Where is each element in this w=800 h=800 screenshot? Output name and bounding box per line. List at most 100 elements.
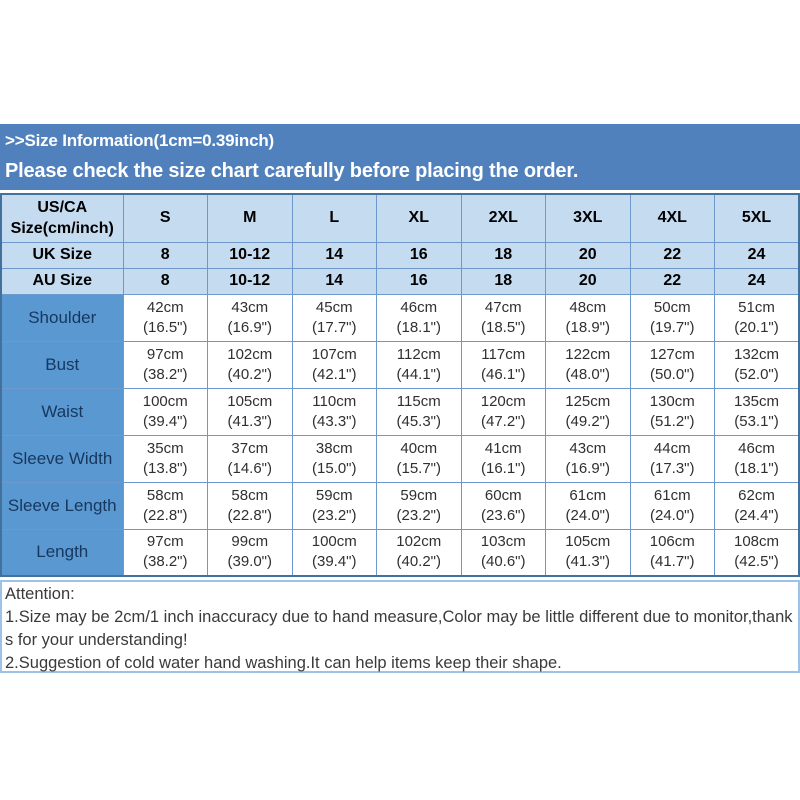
value-inch: (15.0") xyxy=(311,459,357,477)
measurement-value-cell: 132cm (52.0") xyxy=(714,340,800,389)
size-column-header: S xyxy=(122,193,208,243)
measurement-value-cell: 46cm (18.1") xyxy=(714,434,800,483)
region-size-cell: 16 xyxy=(376,241,462,269)
size-header-row: US/CA Size(cm/inch) S M L XL 2XL 3XL 4XL 5XL xyxy=(0,193,800,243)
measurement-value-cell: 99cm (39.0") xyxy=(207,528,293,577)
measurement-label-cell: Waist xyxy=(0,387,124,436)
measurement-value-cell: 35cm (13.8") xyxy=(122,434,208,483)
value-cm: 115cm xyxy=(396,392,441,410)
value-inch: (46.1") xyxy=(480,365,526,383)
measurement-value-cell: 59cm (23.2") xyxy=(376,481,462,530)
value-cm: 130cm xyxy=(649,392,695,410)
measurement-value-cell: 43cm (16.9") xyxy=(545,434,631,483)
measurement-value-cell: 107cm (42.1") xyxy=(291,340,377,389)
value-cm: 58cm xyxy=(231,486,269,504)
measurement-row: Sleeve Width 35cm (13.8") 37cm (14.6") 38cm (1… xyxy=(0,434,800,483)
region-size-cell: 22 xyxy=(629,241,715,269)
measurement-value-cell: 125cm (49.2") xyxy=(545,387,631,436)
region-size-cell: 8 xyxy=(122,241,208,269)
value-inch: (50.0") xyxy=(649,365,695,383)
measurement-value-cell: 108cm (42.5") xyxy=(714,528,800,577)
value-inch: (53.1") xyxy=(734,412,779,430)
measurement-value-cell: 122cm (48.0") xyxy=(545,340,631,389)
value-cm: 42cm xyxy=(146,298,184,316)
measurement-value-cell: 44cm (17.3") xyxy=(629,434,715,483)
measurement-value-cell: 46cm (18.1") xyxy=(376,293,462,342)
value-inch: (48.0") xyxy=(565,365,610,383)
value-cm: 135cm xyxy=(733,392,780,410)
measurement-value-cell: 103cm (40.6") xyxy=(460,528,546,577)
value-inch: (52.0") xyxy=(734,365,779,383)
value-inch: (16.9") xyxy=(565,459,610,477)
measurement-label-cell: Bust xyxy=(0,340,124,389)
value-inch: (39.4") xyxy=(142,412,188,430)
value-inch: (40.2") xyxy=(227,365,272,383)
measurement-value-cell: 38cm (15.0") xyxy=(291,434,377,483)
value-inch: (44.1") xyxy=(396,365,441,383)
value-inch: (51.2") xyxy=(649,412,695,430)
value-inch: (41.3") xyxy=(565,553,610,571)
value-inch: (40.2") xyxy=(396,553,441,571)
measurement-label-cell: Length xyxy=(0,528,124,577)
region-size-cell: 24 xyxy=(714,241,800,269)
value-cm: 48cm xyxy=(569,298,607,316)
value-inch: (18.9") xyxy=(565,318,610,336)
measurement-row: Waist 100cm (39.4") 105cm (41.3") 110cm (43.3"… xyxy=(0,387,800,436)
size-chart-table: US/CA Size(cm/inch) S M L XL 2XL 3XL 4XL 5XL UK S… xyxy=(0,193,800,577)
measurement-value-cell: 47cm (18.5") xyxy=(460,293,546,342)
attention-note-2: 2.Suggestion of cold water hand washing.… xyxy=(5,654,562,672)
attention-note-1: 1.Size may be 2cm/1 inch inaccuracy due … xyxy=(5,608,793,649)
value-cm: 110cm xyxy=(312,392,357,410)
region-size-cell: 18 xyxy=(460,267,546,295)
measurement-value-cell: 50cm (19.7") xyxy=(629,293,715,342)
value-inch: (22.8") xyxy=(142,506,188,524)
value-cm: 117cm xyxy=(481,345,526,363)
banner-title: >>Size Information(1cm=0.39inch) xyxy=(5,131,274,150)
measurement-value-cell: 60cm (23.6") xyxy=(460,481,546,530)
region-size-cell: 8 xyxy=(122,267,208,295)
value-inch: (40.6") xyxy=(480,553,526,571)
measurement-value-cell: 135cm (53.1") xyxy=(714,387,800,436)
value-inch: (18.1") xyxy=(396,318,441,336)
value-cm: 100cm xyxy=(142,392,188,410)
value-inch: (18.1") xyxy=(734,459,779,477)
value-cm: 127cm xyxy=(649,345,695,363)
value-cm: 47cm xyxy=(484,298,522,316)
value-cm: 108cm xyxy=(733,533,780,551)
value-cm: 46cm xyxy=(400,298,438,316)
value-inch: (16.1") xyxy=(480,459,526,477)
value-inch: (22.8") xyxy=(227,506,272,524)
value-cm: 99cm xyxy=(231,533,269,551)
value-cm: 62cm xyxy=(738,486,775,504)
value-inch: (47.2") xyxy=(480,412,526,430)
value-inch: (24.0") xyxy=(565,506,610,524)
value-cm: 41cm xyxy=(484,439,522,457)
measurement-value-cell: 58cm (22.8") xyxy=(207,481,293,530)
measurement-row: Length 97cm (38.2") 99cm (39.0") 100cm (39.4")… xyxy=(0,528,800,577)
value-inch: (49.2") xyxy=(565,412,610,430)
measurement-value-cell: 120cm (47.2") xyxy=(460,387,546,436)
value-cm: 106cm xyxy=(649,533,695,551)
value-cm: 43cm xyxy=(231,298,269,316)
value-cm: 50cm xyxy=(653,298,691,316)
measurement-value-cell: 42cm (16.5") xyxy=(122,293,208,342)
value-cm: 112cm xyxy=(396,345,441,363)
value-inch: (39.4") xyxy=(311,553,357,571)
corner-header-cell: US/CA Size(cm/inch) xyxy=(0,193,124,243)
size-column-header: L xyxy=(291,193,377,243)
value-inch: (23.2") xyxy=(311,506,357,524)
value-inch: (17.3") xyxy=(649,459,695,477)
value-cm: 105cm xyxy=(565,533,611,551)
value-inch: (16.9") xyxy=(227,318,272,336)
region-size-row: AU Size 8 10-12 14 16 18 20 22 24 xyxy=(0,267,800,295)
region-size-cell: 24 xyxy=(714,267,800,295)
value-cm: 44cm xyxy=(653,439,691,457)
value-inch: (17.7") xyxy=(311,318,357,336)
value-inch: (23.2") xyxy=(396,506,441,524)
measurement-label-cell: Shoulder xyxy=(0,293,124,342)
size-column-header: M xyxy=(207,193,293,243)
region-size-cell: 20 xyxy=(545,267,631,295)
value-inch: (42.1") xyxy=(311,365,357,383)
measurement-value-cell: 105cm (41.3") xyxy=(545,528,631,577)
